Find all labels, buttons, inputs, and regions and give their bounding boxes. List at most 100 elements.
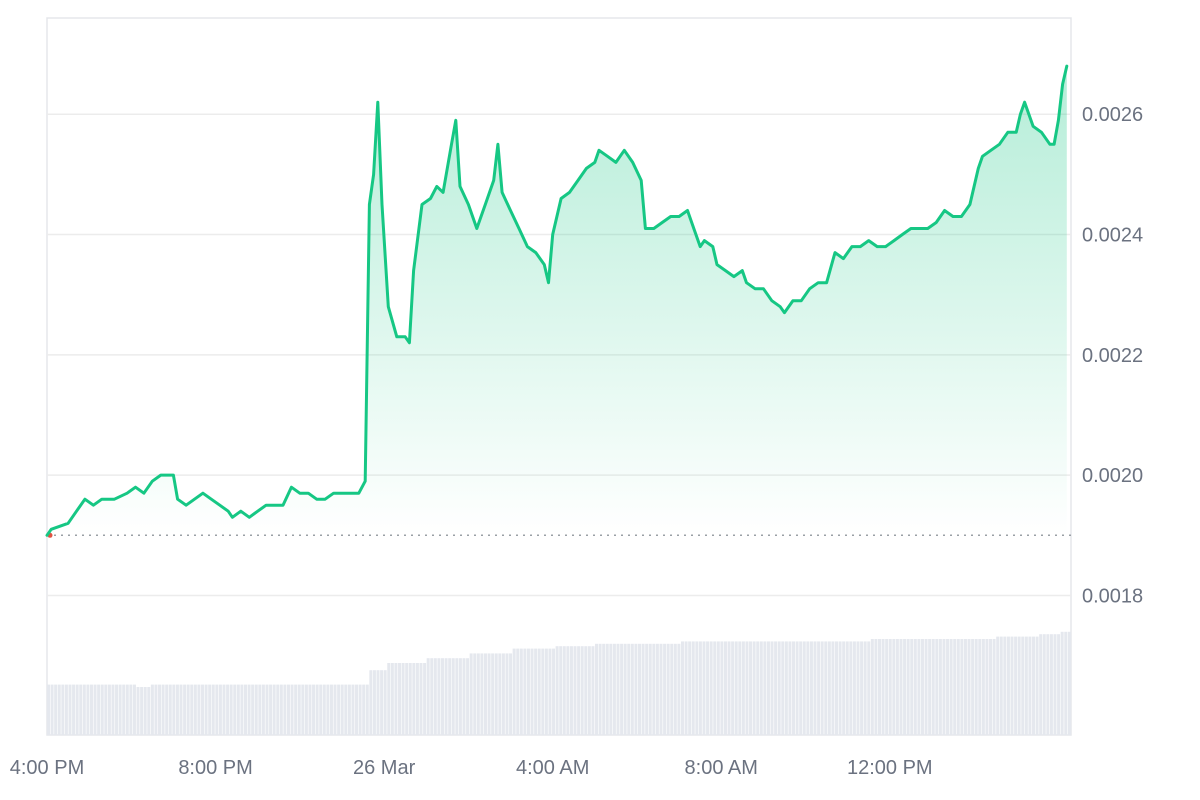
- volume-bar: [315, 684, 319, 735]
- volume-bar: [731, 641, 735, 735]
- volume-bar: [211, 684, 215, 735]
- volume-bar: [989, 639, 993, 735]
- volume-bar: [1039, 634, 1043, 735]
- volume-bar: [928, 639, 932, 735]
- volume-bar: [412, 663, 416, 735]
- volume-bar: [301, 684, 305, 735]
- volume-bar: [953, 639, 957, 735]
- volume-bar: [115, 684, 119, 735]
- volume-bar: [215, 684, 219, 735]
- y-tick-label: 0.0026: [1082, 104, 1143, 126]
- x-axis: 4:00 PM 8:00 PM 26 Mar 4:00 AM 8:00 AM 12:00 …: [10, 757, 933, 779]
- volume-bar: [827, 641, 831, 735]
- volume-bar: [537, 648, 541, 735]
- volume-bar: [129, 684, 133, 735]
- volume-bar: [100, 684, 104, 735]
- volume-bar: [340, 684, 344, 735]
- volume-bar: [297, 684, 301, 735]
- volume-bar: [261, 684, 265, 735]
- volume-bar: [885, 639, 889, 735]
- volume-bar: [190, 684, 194, 735]
- volume-bar: [279, 684, 283, 735]
- volume-bar: [208, 684, 212, 735]
- volume-bar: [136, 687, 140, 735]
- volume-bar: [996, 636, 1000, 735]
- volume-bar: [283, 684, 287, 735]
- volume-bar: [272, 684, 276, 735]
- volume-bar: [849, 641, 853, 735]
- volume-bar: [852, 641, 856, 735]
- volume-bar: [75, 684, 79, 735]
- volume-bar: [580, 646, 584, 735]
- volume-bar: [720, 641, 724, 735]
- x-tick-label: 12:00 PM: [847, 757, 933, 779]
- volume-bar: [903, 639, 907, 735]
- volume-bar: [620, 643, 624, 735]
- volume-bar: [917, 639, 921, 735]
- volume-bar: [132, 684, 136, 735]
- volume-bar: [50, 684, 54, 735]
- volume-bar: [1021, 636, 1025, 735]
- volume-bar: [265, 684, 269, 735]
- volume-bar: [695, 641, 699, 735]
- volume-bar: [125, 684, 129, 735]
- volume-bar: [577, 646, 581, 735]
- x-tick-label: 8:00 PM: [178, 757, 252, 779]
- volume-bar: [64, 684, 68, 735]
- volume-bar: [1060, 631, 1064, 735]
- volume-bar: [329, 684, 333, 735]
- volume-bar: [161, 684, 165, 735]
- volume-bar: [956, 639, 960, 735]
- volume-bar: [920, 639, 924, 735]
- volume-bar: [960, 639, 964, 735]
- volume-bar: [645, 643, 649, 735]
- volume-bar: [322, 684, 326, 735]
- volume-bar: [458, 658, 462, 735]
- volume-bar: [706, 641, 710, 735]
- volume-bar: [86, 684, 90, 735]
- volume-bar: [888, 639, 892, 735]
- volume-bar: [1049, 634, 1053, 735]
- volume-bar: [394, 663, 398, 735]
- volume-bar: [483, 653, 487, 735]
- volume-bar: [193, 684, 197, 735]
- volume-bar: [788, 641, 792, 735]
- volume-bar: [985, 639, 989, 735]
- volume-bar: [337, 684, 341, 735]
- volume-bar: [222, 684, 226, 735]
- volume-bar: [756, 641, 760, 735]
- volume-bar: [749, 641, 753, 735]
- volume-bar: [1024, 636, 1028, 735]
- volume-bar: [638, 643, 641, 735]
- volume-bar: [999, 636, 1003, 735]
- volume-bar: [738, 641, 742, 735]
- volume-bar: [498, 653, 502, 735]
- volume-bar: [61, 684, 65, 735]
- volume-bar: [247, 684, 251, 735]
- volume-bar: [226, 684, 230, 735]
- plot-frame: [46, 17, 1072, 736]
- price-line: [45, 64, 1069, 537]
- volume-bar: [476, 653, 480, 735]
- volume-bar: [362, 684, 366, 735]
- volume-bar: [430, 658, 434, 735]
- volume-bar: [175, 684, 179, 735]
- volume-bar: [713, 641, 717, 735]
- area-fill: [47, 66, 1067, 536]
- volume-bar: [183, 684, 187, 735]
- volume-bar: [946, 639, 950, 735]
- volume-bar: [1032, 636, 1036, 735]
- volume-bar: [526, 648, 530, 735]
- volume-bar: [931, 639, 935, 735]
- volume-bar: [1017, 636, 1021, 735]
- volume-bar: [835, 641, 838, 735]
- volume-bar: [602, 643, 606, 735]
- volume-bar: [763, 641, 767, 735]
- x-tick-label: 4:00 PM: [10, 757, 84, 779]
- volume-bar: [971, 639, 975, 735]
- volume-bar: [867, 641, 871, 735]
- volume-bar: [831, 641, 835, 735]
- volume-bar: [401, 663, 405, 735]
- volume-bar: [784, 641, 788, 735]
